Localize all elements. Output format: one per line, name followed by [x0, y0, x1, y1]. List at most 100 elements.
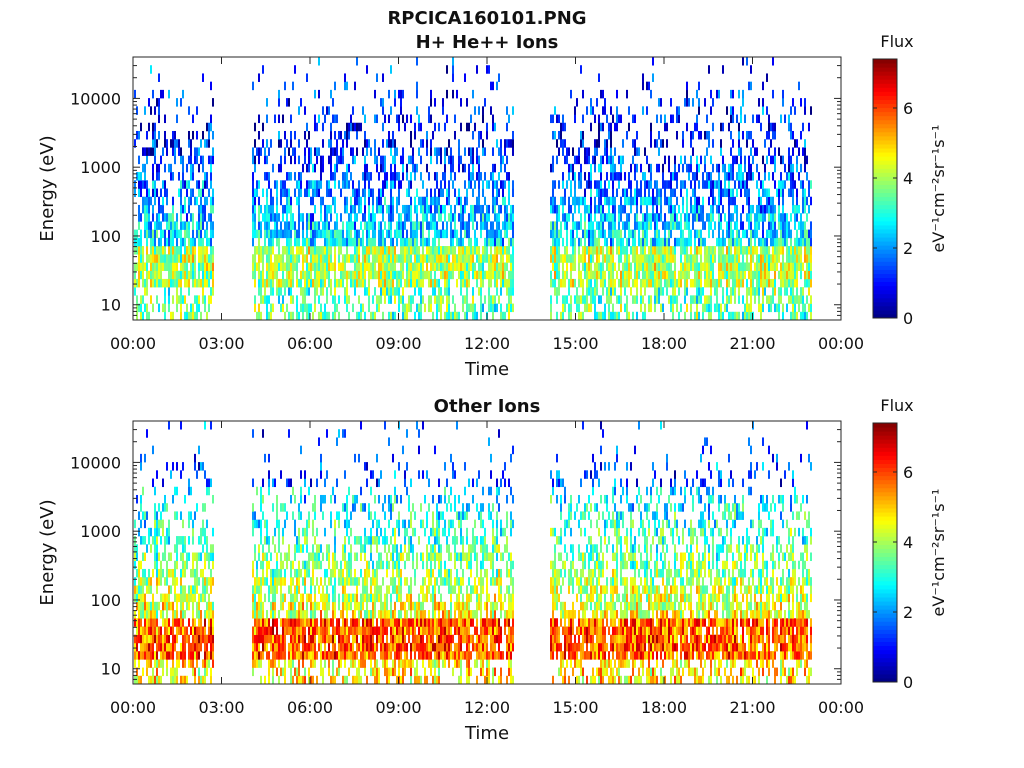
flux-cell	[496, 221, 498, 230]
flux-cell	[710, 204, 712, 214]
flux-cell	[148, 254, 150, 263]
flux-cell	[642, 246, 644, 255]
flux-cell	[428, 229, 430, 239]
flux-cell	[718, 180, 720, 189]
flux-cell	[194, 262, 196, 271]
flux-cell	[146, 229, 148, 239]
flux-cell	[252, 254, 254, 263]
flux-cell	[784, 262, 786, 271]
flux-cell	[142, 295, 144, 304]
flux-cell	[728, 172, 730, 181]
flux-cell	[654, 254, 656, 263]
flux-cell	[460, 204, 462, 214]
flux-cell	[136, 278, 138, 288]
flux-cell	[146, 155, 148, 165]
flux-cell	[458, 139, 460, 148]
flux-cell	[700, 130, 702, 140]
flux-cell	[364, 114, 366, 124]
flux-cell	[718, 89, 720, 99]
flux-cell	[782, 311, 784, 321]
flux-cell	[284, 278, 286, 288]
flux-cell	[182, 651, 184, 660]
flux-cell	[398, 89, 400, 99]
flux-cell	[498, 221, 500, 230]
flux-cell	[778, 311, 780, 321]
flux-cell	[550, 254, 552, 263]
flux-cell	[434, 221, 436, 230]
flux-cell	[790, 188, 792, 198]
flux-cell	[768, 188, 770, 198]
flux-cell	[704, 130, 706, 140]
flux-cell	[432, 130, 434, 140]
flux-cell	[704, 237, 706, 247]
colorbar-step	[873, 79, 897, 84]
flux-cell	[480, 278, 482, 288]
flux-cell	[512, 147, 514, 156]
flux-cell	[484, 246, 486, 255]
flux-cell	[360, 122, 362, 132]
flux-cell	[162, 180, 164, 189]
flux-cell	[768, 262, 770, 271]
flux-cell	[318, 57, 320, 66]
flux-cell	[456, 229, 458, 239]
flux-cell	[784, 270, 786, 280]
flux-cell	[684, 295, 686, 304]
colorbar-step	[873, 168, 897, 173]
flux-cell	[444, 172, 446, 181]
flux-cell	[438, 287, 440, 296]
flux-cell	[202, 155, 204, 165]
flux-cell	[162, 593, 164, 603]
flux-cell	[798, 237, 800, 247]
flux-cell	[668, 180, 670, 189]
flux-cell	[262, 295, 264, 304]
flux-cell	[304, 237, 306, 247]
flux-cell	[698, 295, 700, 304]
flux-cell	[366, 163, 368, 173]
flux-cell	[652, 196, 654, 206]
flux-cell	[398, 287, 400, 296]
flux-cell	[182, 659, 184, 668]
flux-cell	[660, 204, 662, 214]
flux-cell	[200, 139, 202, 148]
flux-cell	[352, 155, 354, 165]
flux-cell	[594, 180, 596, 189]
flux-cell	[508, 270, 510, 280]
flux-cell	[578, 295, 580, 304]
flux-cell	[446, 188, 448, 198]
flux-cell	[454, 188, 456, 198]
flux-cell	[458, 262, 460, 271]
flux-cell	[398, 180, 400, 189]
flux-cell	[418, 303, 420, 313]
flux-cell	[164, 163, 166, 173]
flux-cell	[290, 155, 292, 165]
flux-cell	[260, 254, 262, 263]
flux-cell	[448, 254, 450, 263]
flux-cell	[590, 278, 592, 288]
flux-cell	[698, 106, 700, 115]
flux-cell	[738, 122, 740, 132]
flux-cell	[152, 610, 154, 619]
flux-cell	[380, 237, 382, 247]
flux-cell	[422, 278, 424, 288]
flux-cell	[164, 213, 166, 222]
flux-cell	[790, 106, 792, 115]
flux-cell	[286, 237, 288, 247]
flux-cell	[444, 311, 446, 321]
flux-cell	[386, 204, 388, 214]
flux-cell	[474, 106, 476, 115]
flux-cell	[688, 163, 690, 173]
flux-cell	[320, 196, 322, 206]
flux-cell	[306, 139, 308, 148]
flux-cell	[492, 196, 494, 206]
flux-cell	[400, 295, 402, 304]
flux-cell	[460, 98, 462, 107]
flux-cell	[666, 270, 668, 280]
flux-cell	[156, 527, 158, 537]
flux-cell	[306, 270, 308, 280]
flux-cell	[280, 196, 282, 206]
flux-cell	[342, 270, 344, 280]
flux-cell	[406, 114, 408, 124]
flux-cell	[736, 270, 738, 280]
flux-cell	[432, 278, 434, 288]
flux-cell	[628, 270, 630, 280]
